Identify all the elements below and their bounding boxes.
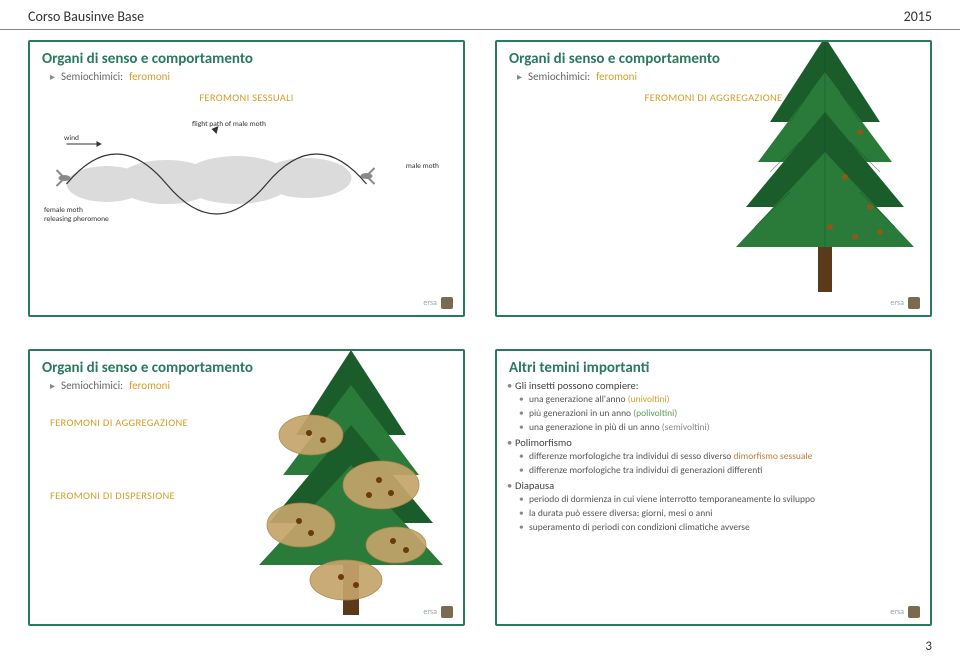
bullet-prefix: Semiochimici: [61,379,123,392]
logo-text: ersa [423,298,437,308]
slide-4-title: Altri temini importanti [509,359,918,377]
male-label: male moth [406,162,439,171]
it-h: Diapausa [515,479,918,492]
bullet-prefix: Semiochimici: [528,70,590,83]
slide-1: Organi di senso e comportamento ▸ Semioc… [28,40,465,317]
slide-4-list: Gli insetti possono compiere: una genera… [509,379,918,533]
it-i: periodo di dormienza in cui viene interr… [529,494,918,506]
logo-text: ersa [423,607,437,617]
bullet-word: feromoni [129,70,170,83]
page-number: 3 [925,639,932,654]
logo-text: ersa [890,607,904,617]
slides-grid: Organi di senso e comportamento ▸ Semioc… [28,40,932,626]
it-k: superamento di periodi con condizioni cl… [529,522,918,534]
logo-badge [908,606,920,618]
bullet-prefix: Semiochimici: [61,70,123,83]
logo-badge [908,297,920,309]
it-f: differenze morfologiche tra individui di… [529,451,918,463]
header-right: 2015 [904,8,932,25]
it-c: più generazioni in un anno (polivoltini) [529,408,918,420]
tree-graphic-3 [231,349,465,615]
bullet-marker: ▸ [517,70,522,83]
it-e: Polimorfismo [515,436,918,449]
bullet-word: feromoni [129,379,170,392]
slide-4: Altri temini importanti Gli insetti poss… [495,349,932,626]
header-left: Corso Bausinve Base [28,8,144,25]
bullet-marker: ▸ [50,70,55,83]
logo-2: ersa [890,297,920,309]
page-header: Corso Bausinve Base 2015 [0,8,960,30]
logo-text: ersa [890,298,904,308]
it-b: una generazione all'anno (univoltini) [529,394,918,406]
slide-1-bullet: ▸ Semiochimici: feromoni [50,70,451,83]
logo-badge [441,297,453,309]
tree-graphic [710,40,932,292]
female-label: female moth releasing pheromone [44,206,109,224]
it-j: la durata può essere diversa: giorni, me… [529,508,918,520]
bullet-word: feromoni [596,70,637,83]
wind-label: wind [64,134,79,143]
moth-diagram: wind flight path of male moth female mot… [42,114,451,244]
slide-1-subhead: FEROMONI SESSUALI [42,91,451,104]
it-g: differenze morfologiche tra individui di… [529,465,918,477]
it-a: Gli insetti possono compiere: [515,379,918,392]
logo-3: ersa [423,606,453,618]
logo-4: ersa [890,606,920,618]
logo-badge [441,606,453,618]
slide-2: Organi di senso e comportamento ▸ Semioc… [495,40,932,317]
slide-1-title: Organi di senso e comportamento [42,50,451,68]
flight-label: flight path of male moth [192,120,266,129]
bullet-marker: ▸ [50,379,55,392]
it-d: una generazione in più di un anno (semiv… [529,422,918,434]
logo-1: ersa [423,297,453,309]
slide-3: Organi di senso e comportamento ▸ Semioc… [28,349,465,626]
